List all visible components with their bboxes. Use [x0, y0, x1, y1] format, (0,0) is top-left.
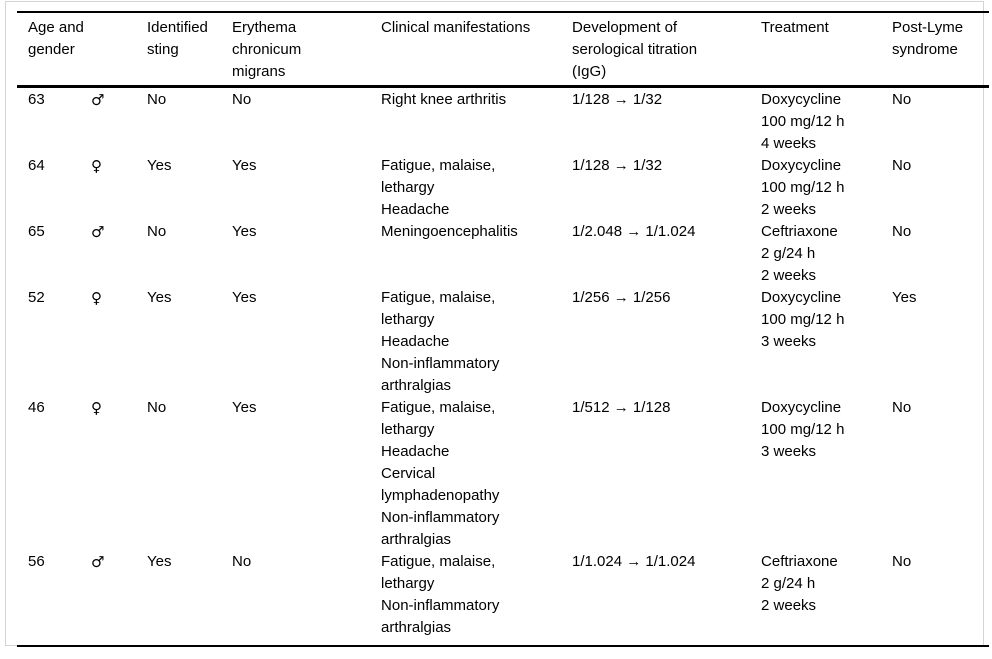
gender-symbol-cell: ♂: [91, 223, 105, 241]
treatment-line: 2 weeks: [761, 267, 817, 284]
case-row: 52 ♀ Yes Yes Fatigue, malaise, lethargy H…: [17, 287, 989, 397]
post-lyme-syndrome-cell: No: [892, 399, 912, 416]
gender-symbol-cell: ♂: [91, 91, 105, 109]
gender-symbol-cell: ♂: [91, 553, 105, 571]
treatment-line: 2 weeks: [761, 201, 817, 218]
treatment-line: Doxycycline: [761, 399, 842, 416]
clinical-manifestations-cell: Fatigue, malaise, lethargy Headache Cervic…: [381, 397, 572, 551]
figure-frame: Age and gender Identified sting Erythema…: [5, 1, 990, 647]
gender-symbol-cell: ♀: [91, 399, 102, 417]
age-cell: 46: [28, 399, 45, 416]
identified-sting-cell: Yes: [147, 157, 172, 174]
post-lyme-syndrome-cell: No: [892, 157, 912, 174]
post-lyme-syndrome-cell: Yes: [892, 289, 917, 306]
erythema-chronicum-migrans-cell: Yes: [232, 289, 257, 306]
treatment-line: Doxycycline: [761, 157, 842, 174]
gender-symbol-cell: ♀: [91, 157, 102, 175]
table-header: Age and gender Identified sting Erythema…: [17, 12, 990, 88]
serological-titration-cell: 1/128 → 1/32: [572, 157, 663, 174]
treatment-line: Ceftriaxone: [761, 553, 838, 570]
treatment-line: Ceftriaxone: [761, 223, 838, 240]
erythema-chronicum-migrans-cell: Yes: [232, 399, 257, 416]
treatment-cell: Ceftriaxone 2 g/24 h 2 weeks: [761, 551, 892, 646]
clinical-manifestation-item: Headache: [381, 201, 450, 218]
serological-titration-cell: 1/128 → 1/32: [572, 91, 663, 108]
case-row: 46 ♀ No Yes Fatigue, malaise, lethargy He…: [17, 397, 989, 551]
treatment-cell: Doxycycline 100 mg/12 h 2 weeks: [761, 155, 892, 221]
treatment-cell: Doxycycline 100 mg/12 h 3 weeks: [761, 287, 892, 397]
serological-titration-cell: 1/2.048 → 1/1.024: [572, 223, 696, 240]
treatment-line: 100 mg/12 h: [761, 113, 845, 130]
erythema-chronicum-migrans-cell: Yes: [232, 223, 257, 240]
treatment-line: 2 weeks: [761, 597, 817, 614]
erythema-chronicum-migrans-cell: Yes: [232, 157, 257, 174]
lyme-cases-table: Age and gender Identified sting Erythema…: [17, 11, 990, 647]
age-cell: 63: [28, 91, 45, 108]
post-lyme-syndrome-cell: No: [892, 91, 912, 108]
clinical-manifestations-cell: Fatigue, malaise, lethargy Headache: [381, 155, 572, 221]
treatment-line: Doxycycline: [761, 91, 842, 108]
column-header-erythema-chronicum-migrans: Erythema chronicum migrans: [232, 12, 382, 88]
post-lyme-syndrome-cell: No: [892, 553, 912, 570]
clinical-manifestation-item: Cervical lymphadenopathy: [381, 465, 500, 504]
column-header-age-and-gender: Age and gender: [17, 12, 148, 88]
clinical-manifestation-item: Fatigue, malaise, lethargy: [381, 399, 496, 438]
clinical-manifestation-item: Right knee arthritis: [381, 91, 507, 108]
column-header-treatment: Treatment: [761, 12, 893, 88]
treatment-cell: Ceftriaxone 2 g/24 h 2 weeks: [761, 221, 892, 287]
clinical-manifestations-cell: Meningoencephalitis: [381, 221, 572, 287]
clinical-manifestation-item: Non-inflammatory arthralgias: [381, 597, 500, 636]
serological-titration-cell: 1/256 → 1/256: [572, 289, 671, 306]
clinical-manifestation-item: Meningoencephalitis: [381, 223, 518, 240]
age-cell: 65: [28, 223, 45, 240]
treatment-cell: Doxycycline 100 mg/12 h 4 weeks: [761, 87, 892, 156]
treatment-line: 2 g/24 h: [761, 245, 816, 262]
serological-titration-cell: 1/1.024 → 1/1.024: [572, 553, 696, 570]
case-row: 65 ♂ No Yes Meningoencephalitis 1/2.048 …: [17, 221, 989, 287]
clinical-manifestations-cell: Fatigue, malaise, lethargy Non-inflammato…: [381, 551, 572, 646]
clinical-manifestation-item: Headache: [381, 443, 450, 460]
erythema-chronicum-migrans-cell: No: [232, 91, 252, 108]
gender-symbol-cell: ♀: [91, 289, 102, 307]
header-row: Age and gender Identified sting Erythema…: [17, 12, 990, 88]
clinical-manifestations-cell: Right knee arthritis: [381, 87, 572, 156]
treatment-line: 2 g/24 h: [761, 575, 816, 592]
identified-sting-cell: Yes: [147, 289, 172, 306]
age-cell: 52: [28, 289, 45, 306]
clinical-manifestation-item: Fatigue, malaise, lethargy: [381, 289, 496, 328]
treatment-cell: Doxycycline 100 mg/12 h 3 weeks: [761, 397, 892, 551]
treatment-line: 4 weeks: [761, 135, 817, 152]
post-lyme-syndrome-cell: No: [892, 223, 912, 240]
column-header-serological-titration: Development of serological titration (Ig…: [572, 12, 762, 88]
case-row: 64 ♀ Yes Yes Fatigue, malaise, lethargy H…: [17, 155, 989, 221]
age-cell: 56: [28, 553, 45, 570]
treatment-line: Doxycycline: [761, 289, 842, 306]
treatment-line: 3 weeks: [761, 443, 817, 460]
identified-sting-cell: No: [147, 91, 167, 108]
clinical-manifestation-item: Fatigue, malaise, lethargy: [381, 553, 496, 592]
identified-sting-cell: No: [147, 399, 167, 416]
clinical-manifestation-item: Fatigue, malaise, lethargy: [381, 157, 496, 196]
case-row: 63 ♂ No No Right knee arthritis 1/128 → …: [17, 87, 989, 156]
serological-titration-cell: 1/512 → 1/128: [572, 399, 671, 416]
treatment-line: 100 mg/12 h: [761, 421, 845, 438]
clinical-manifestation-item: Non-inflammatory arthralgias: [381, 509, 500, 548]
table-body: 63 ♂ No No Right knee arthritis 1/128 → …: [17, 87, 989, 647]
identified-sting-cell: Yes: [147, 553, 172, 570]
clinical-manifestation-item: Non-inflammatory arthralgias: [381, 355, 500, 394]
treatment-line: 100 mg/12 h: [761, 311, 845, 328]
column-header-clinical-manifestations: Clinical manifestations: [381, 12, 573, 88]
clinical-manifestation-item: Headache: [381, 333, 450, 350]
column-header-identified-sting: Identified sting: [147, 12, 233, 88]
treatment-line: 100 mg/12 h: [761, 179, 845, 196]
clinical-manifestations-cell: Fatigue, malaise, lethargy Headache Non-in…: [381, 287, 572, 397]
age-cell: 64: [28, 157, 45, 174]
identified-sting-cell: No: [147, 223, 167, 240]
treatment-line: 3 weeks: [761, 333, 817, 350]
column-header-post-lyme-syndrome: Post-Lyme syndrome: [892, 12, 990, 88]
erythema-chronicum-migrans-cell: No: [232, 553, 252, 570]
case-row: 56 ♂ Yes No Fatigue, malaise, lethargy No…: [17, 551, 989, 646]
